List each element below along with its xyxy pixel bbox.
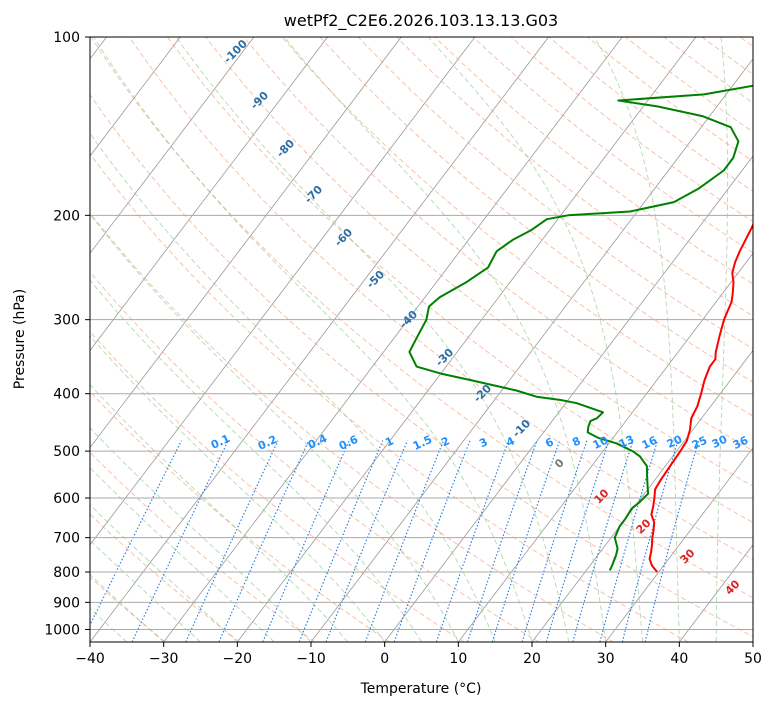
mixing-ratio-label: 20 xyxy=(665,433,685,451)
mixing-ratio-line xyxy=(491,440,561,642)
dry-adiabat-line xyxy=(90,451,315,642)
y-tick-label: 200 xyxy=(53,208,80,224)
x-tick-label: 40 xyxy=(670,651,688,667)
mixing-ratio-line xyxy=(393,440,471,642)
isotherm-line xyxy=(605,446,753,642)
y-axis-label: Pressure (hPa) xyxy=(12,289,28,389)
moist-adiabat-line xyxy=(427,37,643,642)
moist-adiabat-line xyxy=(90,427,312,642)
y-tick-label: 100 xyxy=(53,30,80,46)
mixing-ratio-line xyxy=(435,440,510,642)
axes: −40 −30 −20 −10 0 10 20 30 40 50 100 200 300 400 500 60… xyxy=(44,30,762,667)
isotherm-line xyxy=(384,155,753,642)
profile-line-2 xyxy=(408,84,753,571)
moist-adiabat-line xyxy=(594,37,680,642)
plot-frame xyxy=(89,36,754,643)
isotherm-line xyxy=(90,37,402,449)
mixing-ratio-line xyxy=(599,440,659,642)
y-tick-label: 400 xyxy=(53,387,80,403)
mixing-ratio-label: 30 xyxy=(710,433,730,451)
y-tick-label: 1000 xyxy=(44,622,80,638)
dry-adiabat-line xyxy=(434,37,753,285)
x-tick-label: −40 xyxy=(75,651,105,667)
isotherm-line xyxy=(90,37,255,254)
mixing-ratio-line xyxy=(545,440,610,642)
dry-adiabat-line xyxy=(90,390,390,642)
x-tick-label: 20 xyxy=(523,651,541,667)
dry-adiabat-line xyxy=(90,271,540,642)
x-tick-label: −30 xyxy=(149,651,179,667)
chart-title: wetPf2_C2E6.2026.103.13.13.G03 xyxy=(284,11,558,31)
dry-adiabat-line xyxy=(90,330,465,642)
mixing-ratio-line xyxy=(298,440,384,642)
mixing-ratio-line xyxy=(466,440,538,642)
dry-adiabat-line xyxy=(90,37,753,599)
isotherm-line xyxy=(163,37,623,642)
profile-line-1 xyxy=(648,222,753,573)
x-tick-label: −10 xyxy=(296,651,326,667)
x-tick-label: 10 xyxy=(449,651,467,667)
moist-adiabat-line xyxy=(283,37,607,642)
mixing-ratio-line xyxy=(521,440,588,642)
mixing-ratio-line xyxy=(572,440,634,642)
isotherm-line xyxy=(237,37,697,642)
mixing-ratio-label: 10 xyxy=(591,434,611,452)
dry-adiabat-line xyxy=(281,37,753,417)
plot-area xyxy=(90,37,753,642)
moist-adiabat-line xyxy=(90,383,349,642)
y-tick-label: 300 xyxy=(53,313,80,329)
x-tick-label: 0 xyxy=(380,651,389,667)
mixing-ratio-line xyxy=(218,440,310,642)
moist-adiabat-line xyxy=(175,37,570,642)
moist-adiabat-line xyxy=(715,37,729,642)
isotherm-line xyxy=(90,37,328,352)
mixing-ratio-line xyxy=(90,440,182,627)
y-tick-label: 800 xyxy=(53,565,80,581)
dry-adiabat-line xyxy=(319,37,753,383)
moist-adiabat-line xyxy=(90,132,496,642)
x-tick-label: 30 xyxy=(597,651,615,667)
dry-adiabat-line xyxy=(90,576,166,642)
y-tick-label: 600 xyxy=(53,491,80,507)
isotherm-line xyxy=(458,252,753,642)
moist-adiabat-line xyxy=(90,279,422,642)
dry-adiabat-line xyxy=(90,153,689,642)
mixing-ratio-line xyxy=(621,440,679,642)
isotherm-line xyxy=(90,37,476,546)
x-tick-label: −20 xyxy=(223,651,253,667)
mixing-ratio-label: 16 xyxy=(640,434,660,452)
mixing-ratio-line xyxy=(644,440,700,642)
mixing-ratio-line xyxy=(131,440,229,642)
dry-adiabat-line xyxy=(205,37,753,487)
background-lines xyxy=(90,37,753,642)
y-tick-label: 700 xyxy=(53,531,80,547)
data-lines xyxy=(408,84,753,573)
dry-adiabat-line xyxy=(90,212,614,642)
moist-adiabat-line xyxy=(93,37,533,642)
moist-adiabat-line xyxy=(90,213,459,642)
isotherm-line xyxy=(90,37,181,157)
dry-adiabat-line xyxy=(90,513,241,642)
moist-adiabat-line xyxy=(90,335,386,642)
mixing-ratio-label: 36 xyxy=(731,434,751,452)
isotherm-line xyxy=(531,349,753,642)
mixing-ratio-label: 25 xyxy=(690,434,709,452)
mixing-ratio-line xyxy=(262,440,350,642)
x-axis-label: Temperature (°C) xyxy=(360,681,482,697)
y-tick-label: 900 xyxy=(53,595,80,611)
dry-adiabat-line xyxy=(167,37,753,524)
isotherm-line xyxy=(310,58,753,642)
y-tick-label: 500 xyxy=(53,444,80,460)
moist-adiabat-line xyxy=(90,466,275,642)
mixing-ratio-line xyxy=(325,440,408,642)
x-tick-label: 50 xyxy=(744,651,762,667)
mixing-ratio-label: 13 xyxy=(617,433,636,451)
